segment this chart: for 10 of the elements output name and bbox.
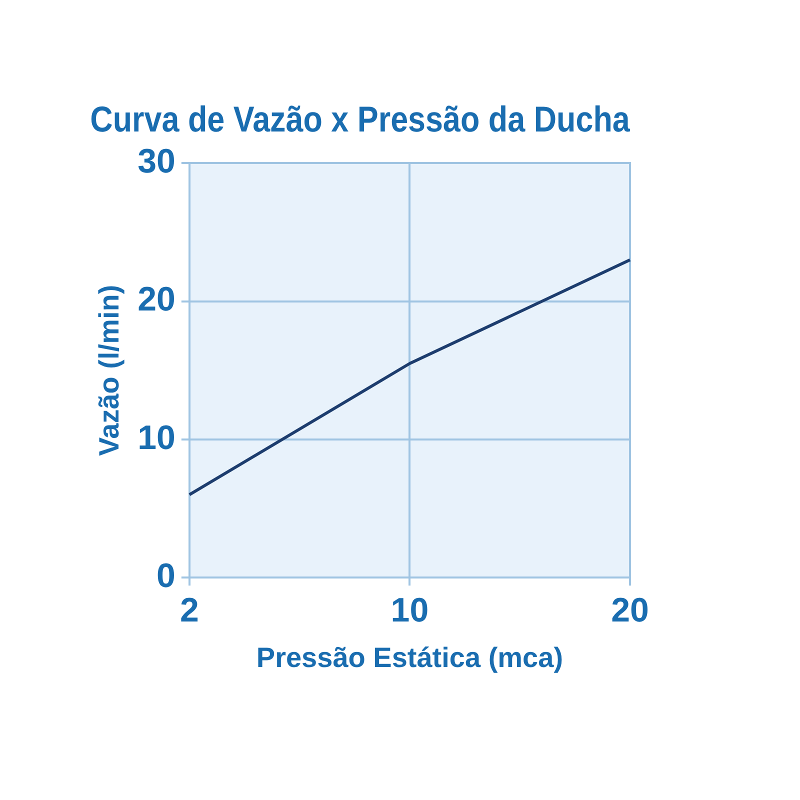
x-tick-label: 20: [611, 591, 649, 630]
y-tick-label: 10: [138, 418, 176, 457]
chart-title: Curva de Vazão x Pressão da Ducha: [90, 100, 630, 140]
x-tick-label: 2: [180, 591, 199, 630]
x-tick-label: 10: [390, 591, 429, 630]
y-tick-label: 0: [156, 556, 176, 595]
x-axis-title: Pressão Estática (mca): [256, 642, 564, 673]
y-tick-label: 30: [138, 142, 176, 181]
y-axis-title: Vazão (l/min): [94, 284, 125, 456]
y-tick-label: 20: [138, 280, 176, 319]
